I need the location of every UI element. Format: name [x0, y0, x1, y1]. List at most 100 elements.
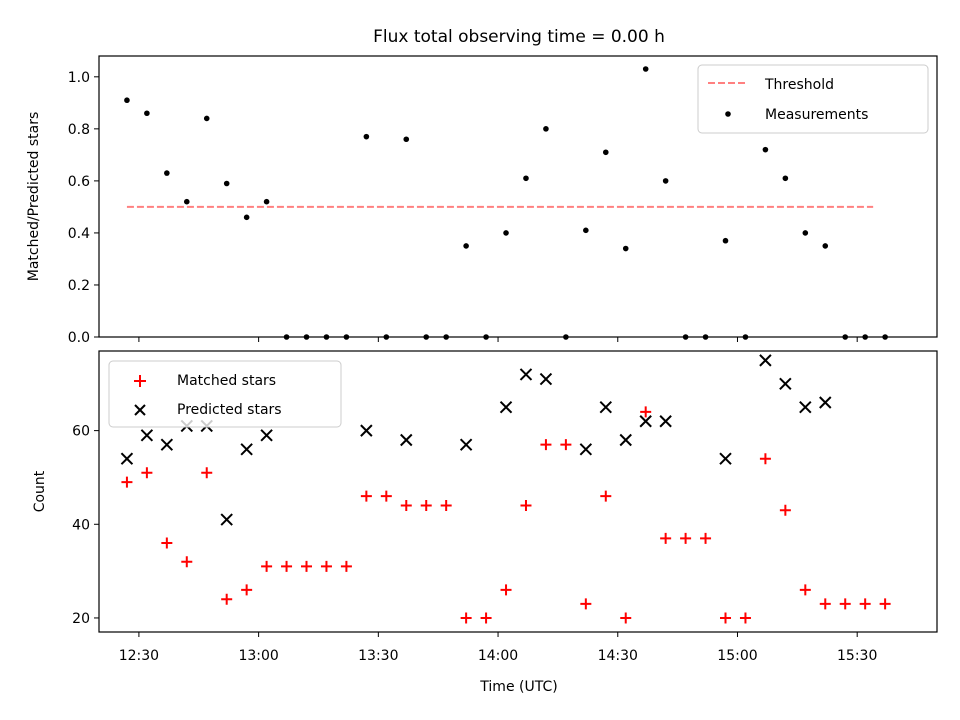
measurement-point — [602, 149, 609, 156]
measurement-point — [403, 136, 410, 143]
matched-star-point — [700, 532, 712, 544]
matched-star-point — [600, 490, 612, 502]
predicted-star-point — [599, 400, 612, 414]
predicted-star-point — [240, 443, 253, 456]
measurement-point — [583, 227, 589, 234]
matched-star-point — [340, 560, 352, 572]
matched-star-point — [221, 593, 233, 605]
matched-star-point — [779, 504, 791, 516]
predicted-star-point — [819, 396, 832, 409]
matched-star-point — [819, 598, 831, 610]
predicted-star-point — [579, 443, 593, 456]
count-y-axis-label: Count — [32, 470, 48, 512]
matched-star-point — [201, 467, 213, 479]
measurements-legend-swatch — [725, 111, 731, 117]
matched-star-point — [141, 467, 153, 479]
count-y-ticks: 20 40 60 — [72, 424, 99, 627]
measurement-point — [463, 243, 469, 249]
x-tick-label: 15:00 — [717, 648, 757, 664]
matched-star-point — [560, 439, 572, 451]
measurements-legend-label: Measurements — [765, 107, 868, 123]
matched-legend-swatch — [134, 375, 146, 387]
predicted-star-point — [400, 433, 413, 447]
matched-star-point — [660, 532, 672, 544]
x-tick-label: 12:30 — [119, 648, 159, 664]
predicted-star-point — [220, 513, 233, 526]
predicted-star-point — [719, 452, 732, 465]
matched-star-point — [380, 490, 392, 502]
predicted-star-point — [459, 438, 473, 451]
measurement-point — [124, 97, 130, 104]
x-tick-label: 15:30 — [837, 648, 877, 664]
y-tick-label: 60 — [72, 424, 90, 440]
measurement-point — [164, 170, 170, 176]
measurement-point — [263, 198, 270, 205]
measurement-point — [762, 146, 769, 153]
matched-star-point — [839, 598, 851, 610]
predicted-star-point — [619, 433, 632, 447]
predicted-star-point — [519, 368, 533, 381]
count-x-ticks: 12:30 13:00 13:30 14:00 14:30 15:00 15:30 — [119, 632, 877, 664]
measurement-point — [782, 175, 789, 182]
matched-star-point — [181, 556, 193, 568]
count-marks — [120, 354, 891, 624]
measurement-point — [722, 237, 729, 244]
predicted-star-point — [140, 429, 154, 442]
threshold-legend-label: Threshold — [764, 77, 834, 93]
measurement-point — [802, 230, 809, 236]
matched-star-point — [799, 584, 811, 596]
y-tick-label: 0.8 — [68, 122, 90, 138]
matched-star-point — [420, 500, 432, 512]
ratio-plot-frame — [98, 55, 938, 338]
measurement-point — [223, 180, 230, 187]
matched-star-point — [540, 439, 552, 451]
predicted-star-point — [160, 438, 174, 451]
ratio-legend-box — [697, 64, 929, 134]
predicted-star-point — [759, 354, 772, 367]
predicted-star-point — [639, 415, 652, 428]
matched-star-point — [360, 490, 372, 502]
matched-star-point — [400, 500, 412, 512]
matched-star-point — [241, 584, 253, 596]
chart-title: Flux total observing time = 0.00 h — [373, 27, 665, 47]
count-panel: 20 40 60 12:30 13:00 13:30 14:00 14:30 15:00 15:… — [32, 350, 938, 695]
matched-star-point — [301, 560, 313, 572]
ratio-y-axis-label: Matched/Predicted stars — [26, 112, 42, 282]
y-tick-label: 0.2 — [68, 278, 90, 294]
measurement-point — [144, 110, 150, 117]
ratio-x-ticks — [138, 337, 858, 342]
predicted-star-point — [120, 452, 134, 465]
matched-star-point — [859, 598, 871, 610]
matched-star-point — [720, 612, 732, 624]
matched-star-point — [440, 500, 452, 512]
count-legend-box — [108, 360, 342, 428]
matched-star-point — [261, 560, 273, 572]
x-tick-label: 13:30 — [358, 648, 398, 664]
measurement-point — [642, 66, 649, 72]
x-tick-label: 13:00 — [238, 648, 278, 664]
matched-star-point — [500, 584, 512, 596]
measurement-point — [523, 175, 529, 182]
count-legend: Matched stars Predicted stars — [108, 360, 342, 428]
x-tick-label: 14:00 — [478, 648, 518, 664]
y-tick-label: 0.4 — [68, 226, 90, 242]
measurement-point — [243, 214, 250, 221]
matched-star-point — [121, 476, 133, 488]
measurement-point — [363, 133, 370, 140]
y-tick-label: 20 — [72, 611, 90, 627]
predicted-star-point — [499, 400, 513, 414]
matched-legend-label: Matched stars — [177, 373, 276, 389]
x-tick-label: 14:30 — [598, 648, 638, 664]
ratio-legend: Threshold Measurements — [697, 64, 929, 134]
measurement-point — [183, 198, 190, 205]
predicted-star-point — [779, 377, 792, 390]
matched-star-point — [580, 598, 592, 610]
matched-star-point — [680, 532, 692, 544]
matched-star-point — [520, 500, 532, 512]
matched-star-point — [480, 612, 492, 624]
y-tick-label: 40 — [72, 517, 90, 533]
predicted-star-point — [360, 424, 373, 437]
y-tick-label: 0.0 — [68, 330, 90, 346]
measurement-point — [662, 178, 669, 184]
